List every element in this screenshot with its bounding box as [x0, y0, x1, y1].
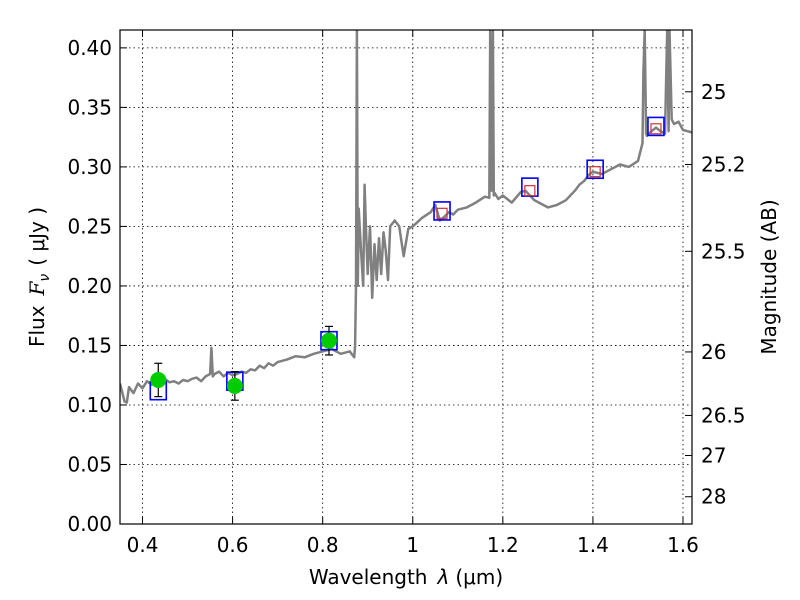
right-tick-label: 25: [701, 80, 726, 104]
right-tick-label: 25.5: [701, 239, 746, 263]
y-axis-ticks: 0.00 0.05 0.10 0.15 0.20 0.25 0.30 0.35 0.40: [67, 36, 127, 536]
y-tick-label: 0.05: [67, 452, 112, 476]
right-tick-label: 26.5: [701, 403, 746, 427]
plot-data-area: [120, 30, 692, 404]
y-tick-label: 0.30: [67, 155, 112, 179]
y-tick-label: 0.35: [67, 95, 112, 119]
synthetic-square: [650, 123, 662, 135]
x-axis-unit: (μm): [455, 565, 503, 589]
right-tick-label: 27: [701, 444, 726, 468]
synthetic-square: [589, 166, 601, 178]
x-axis-ticks: 0.4 0.6 0.8 1 1.2 1.4 1.6: [127, 30, 699, 557]
y-axis-unit: ( μJy ): [25, 207, 49, 266]
synthetic-square: [436, 207, 448, 219]
x-tick-label: 1.2: [487, 533, 519, 557]
x-tick-label: 1.6: [667, 533, 699, 557]
x-tick-label: 0.4: [127, 533, 159, 557]
markers-layer: [149, 116, 665, 401]
observed-point: [150, 371, 167, 388]
plot-frame: [119, 29, 693, 525]
y-tick-label: 0.15: [67, 333, 112, 357]
x-axis-title-text: Wavelength: [309, 565, 428, 589]
y-axis-symbol: F: [25, 280, 49, 296]
right-tick-label: 28: [701, 485, 726, 509]
model-spectrum-layer: [120, 30, 692, 404]
x-tick-label: 0.8: [307, 533, 339, 557]
observed-point: [226, 377, 243, 394]
x-axis-title: Wavelength λ (μm): [309, 565, 503, 589]
right-tick-label: 26: [701, 340, 726, 364]
y-axis-title-text: Flux: [25, 305, 49, 347]
x-axis-symbol: λ: [437, 565, 450, 589]
x-tick-label: 0.6: [217, 533, 249, 557]
y-tick-label: 0.10: [67, 393, 112, 417]
right-axis-title: Magnitude (AB): [757, 199, 781, 354]
right-tick-label: 25.2: [701, 153, 746, 177]
x-tick-label: 1.4: [577, 533, 609, 557]
y-tick-label: 0.00: [67, 512, 112, 536]
y-tick-label: 0.40: [67, 36, 112, 60]
y-tick-label: 0.25: [67, 214, 112, 238]
x-tick-label: 1: [406, 533, 419, 557]
model-band-square: [647, 116, 665, 137]
model-band-square: [586, 159, 604, 180]
model-band-square: [433, 201, 451, 221]
model-spectrum-line: [120, 30, 692, 404]
y-axis-title: Flux Fν ( μJy ): [25, 207, 53, 347]
synthetic-square: [524, 185, 536, 197]
plot-area-background: [120, 30, 692, 524]
observed-point: [320, 332, 337, 349]
y-tick-label: 0.20: [67, 274, 112, 298]
y-axis-subscript: ν: [37, 274, 53, 282]
right-axis-ticks: 25 25.2 25.5 26 26.5 27 28: [685, 80, 746, 509]
